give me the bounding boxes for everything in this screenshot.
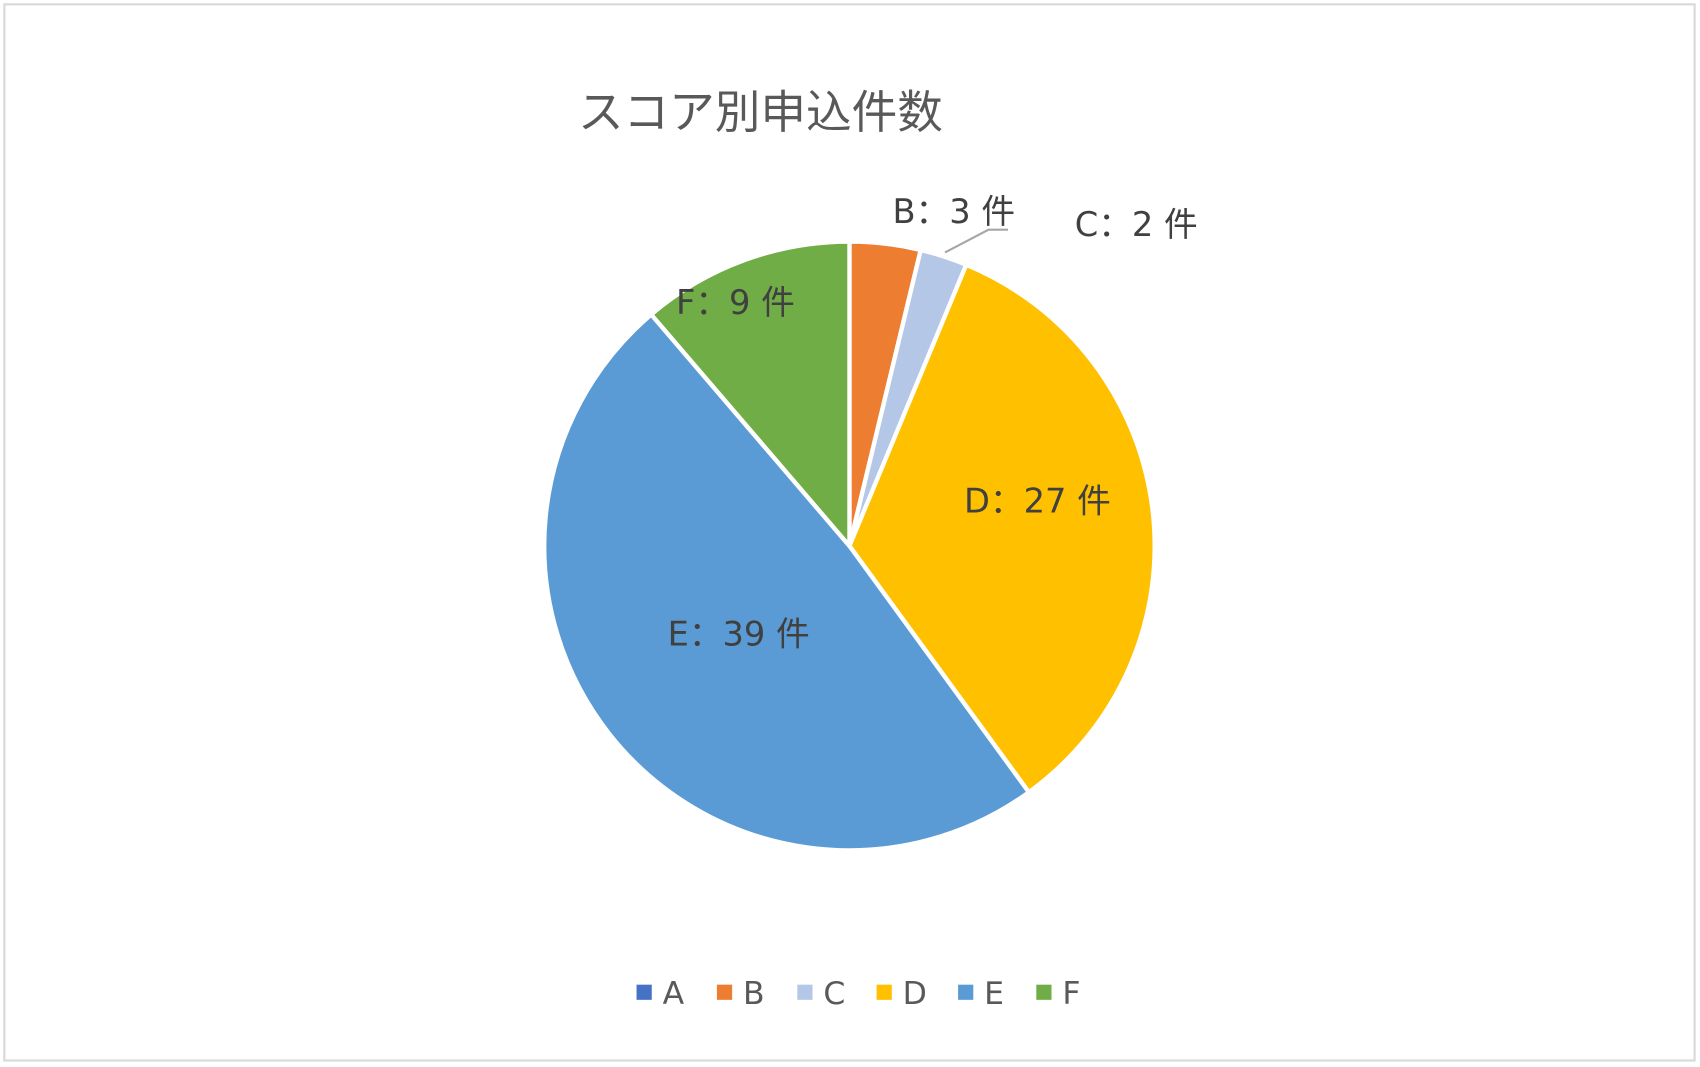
legend-label-d: D: [903, 976, 927, 1012]
legend-label-c: C: [823, 976, 845, 1012]
pie-slice-d: [847, 262, 1157, 795]
leader-line-b: [944, 228, 1009, 254]
data-label-f: F：9 件: [676, 283, 795, 322]
legend-swatch-a: [636, 984, 652, 1000]
legend-label-e: E: [984, 976, 1004, 1012]
legend-swatch-c: [797, 984, 813, 1000]
chart-title: スコア別申込件数: [578, 86, 943, 139]
legend-swatch-e: [958, 984, 974, 1000]
legend-swatch-b: [716, 984, 733, 1000]
legend-label-b: B: [743, 976, 765, 1012]
legend-swatch-f: [1036, 984, 1052, 1000]
legend-swatch-d: [876, 984, 892, 1000]
legend: A B C D E F: [636, 976, 1080, 1012]
pie-slice-e: [542, 312, 1032, 853]
pie-slice-f: [649, 239, 852, 549]
pie-slices: [542, 239, 1157, 853]
legend-label-a: A: [663, 976, 685, 1012]
data-label-c: C：2 件: [1075, 205, 1198, 244]
data-label-b: B：3 件: [892, 192, 1015, 231]
data-label-d: D：27 件: [964, 481, 1111, 520]
data-label-e: E：39 件: [668, 615, 810, 654]
legend-label-f: F: [1062, 976, 1080, 1012]
